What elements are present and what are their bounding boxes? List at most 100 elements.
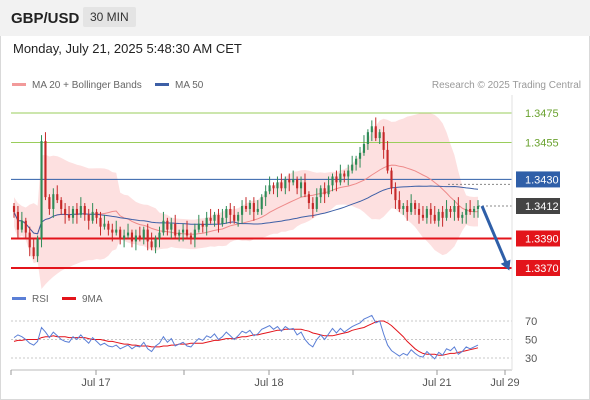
candle-body: [123, 235, 126, 239]
candle-body: [362, 144, 366, 153]
candle-body: [335, 176, 338, 183]
candle-body: [197, 223, 200, 230]
candle-body: [87, 214, 90, 221]
timeframe-badge[interactable]: 30 MIN: [83, 7, 136, 27]
candle-body: [201, 223, 204, 227]
legend-ma50-swatch: [155, 82, 169, 86]
candle-body: [182, 229, 185, 233]
candle-body: [16, 211, 20, 230]
candle-body: [347, 170, 350, 177]
candle-body: [331, 176, 334, 186]
chart-header: GBP/USD 30 MIN: [0, 0, 590, 36]
candle-body: [323, 188, 326, 195]
timestamp: Monday, July 21, 2025 5:48:30 AM CET: [13, 41, 242, 56]
candle-body: [237, 214, 240, 221]
candle-body: [390, 170, 393, 189]
level-badge-1.3370: [516, 260, 560, 276]
level-label-1.3390: 1.3390: [525, 233, 559, 245]
candle-body: [288, 179, 291, 183]
candle-body: [260, 197, 263, 209]
level-badge-1.3430: [516, 171, 560, 188]
legend-ma50: MA 50: [155, 80, 203, 91]
candle-body: [256, 208, 259, 212]
candle-body: [24, 220, 27, 233]
candle-body: [126, 232, 130, 236]
legend-rsi-label: RSI: [32, 294, 49, 305]
candle-body: [386, 149, 389, 171]
candle-body: [244, 206, 248, 209]
candle-body: [449, 208, 452, 212]
candle-body: [417, 208, 421, 215]
candle-body: [44, 141, 47, 198]
candle-body: [272, 185, 275, 189]
candle-body: [370, 126, 373, 133]
candle-body: [339, 173, 342, 183]
candle-body: [32, 247, 35, 257]
x-tick-label-Jul-17: Jul 17: [81, 377, 110, 389]
legend-rsi-swatch: [12, 296, 26, 300]
candle-body: [425, 208, 428, 218]
candle-body: [292, 179, 295, 183]
candle-body: [138, 235, 141, 239]
x-tick-label-Jul-29: Jul 29: [490, 377, 519, 389]
candle-body: [107, 223, 110, 230]
candle-body: [142, 229, 145, 239]
candle-body: [229, 208, 232, 215]
candle-body: [75, 208, 78, 215]
symbol-title: GBP/USD: [11, 10, 80, 27]
legend-rsi: RSI: [12, 294, 49, 305]
candle-body: [406, 206, 409, 212]
candle-body: [60, 200, 63, 209]
level-label-1.3455: 1.3455: [525, 138, 559, 150]
candle-body: [315, 197, 318, 209]
x-tick-label-Jul-18: Jul 18: [254, 377, 283, 389]
candle-body: [91, 211, 94, 221]
candle-body: [457, 206, 460, 218]
x-tick-label-Jul-21: Jul 21: [422, 377, 451, 389]
candle-body: [284, 179, 287, 189]
candle-body: [209, 217, 212, 221]
rsi-tick-50: 50: [525, 335, 537, 347]
candle-body: [40, 141, 43, 239]
candle-body: [394, 188, 397, 201]
candle-body: [205, 217, 208, 227]
candle-body: [221, 217, 224, 224]
candle-body: [327, 185, 330, 195]
candle-body: [146, 229, 149, 242]
candle-body: [402, 206, 405, 209]
ma50-line: [13, 185, 479, 235]
candle-body: [303, 182, 307, 195]
candle-body: [83, 206, 86, 215]
candle-body: [280, 182, 283, 189]
candle-body: [225, 208, 228, 218]
candle-body: [103, 223, 106, 227]
candle-body: [445, 208, 448, 218]
bollinger-band-area: [14, 112, 478, 289]
legend-bollinger: MA 20 + Bollinger Bands: [12, 80, 142, 91]
candle-body: [154, 238, 157, 248]
candle-body: [429, 208, 432, 215]
candle-body: [217, 214, 220, 224]
candle-body: [193, 229, 196, 239]
candle-body: [351, 164, 354, 171]
level-badge-1.3412: [516, 198, 560, 214]
candle-body: [410, 203, 413, 212]
candle-body: [421, 214, 425, 218]
candle-body: [119, 229, 122, 239]
rsi-line: [13, 314, 479, 360]
candle-body: [189, 235, 193, 239]
candle-body: [48, 197, 51, 209]
candle-body: [476, 206, 480, 209]
candle-body: [150, 241, 153, 248]
legend-bollinger-swatch: [12, 82, 26, 86]
level-label-1.3412: 1.3412: [525, 201, 559, 213]
candle-body: [28, 232, 31, 248]
candle-body: [374, 126, 377, 139]
candle-body: [95, 211, 98, 218]
legend-rsi-ma-swatch: [62, 296, 76, 300]
candle-body: [252, 203, 255, 212]
candle-body: [398, 200, 401, 209]
candle-body: [134, 235, 137, 242]
candle-body: [79, 206, 82, 215]
candle-body: [170, 223, 173, 230]
